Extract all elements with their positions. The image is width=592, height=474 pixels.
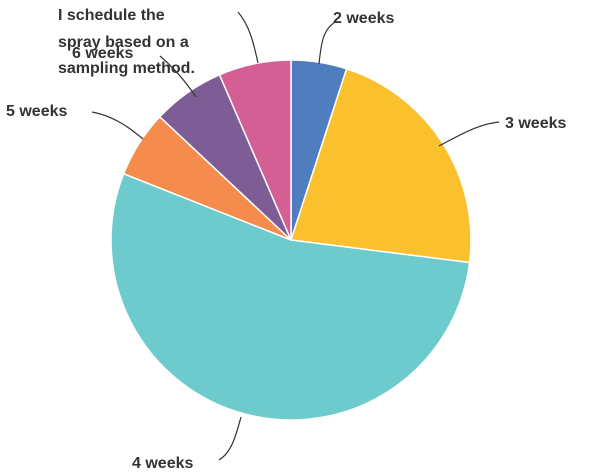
slice-label-4: 5 weeks	[6, 103, 67, 120]
leader-line-3	[218, 416, 242, 461]
leader-line-6	[237, 11, 259, 64]
pie-slices	[110, 59, 472, 421]
leader-line-4	[91, 111, 144, 140]
leader-line-2	[438, 121, 500, 147]
slice-label-6: I schedule the spray based on a sampling m…	[58, 7, 195, 77]
leader-line-1	[318, 22, 335, 65]
slice-label-5: 6 weeks	[72, 45, 133, 62]
leader-line-5	[159, 55, 197, 98]
leader-lines	[91, 11, 500, 461]
slice-label-3: 4 weeks	[132, 455, 193, 472]
pie-slice-6	[218, 59, 292, 241]
pie-slice-3	[110, 172, 471, 421]
slice-label-1: 2 weeks	[333, 10, 394, 27]
slice-label-2: 3 weeks	[505, 115, 566, 132]
